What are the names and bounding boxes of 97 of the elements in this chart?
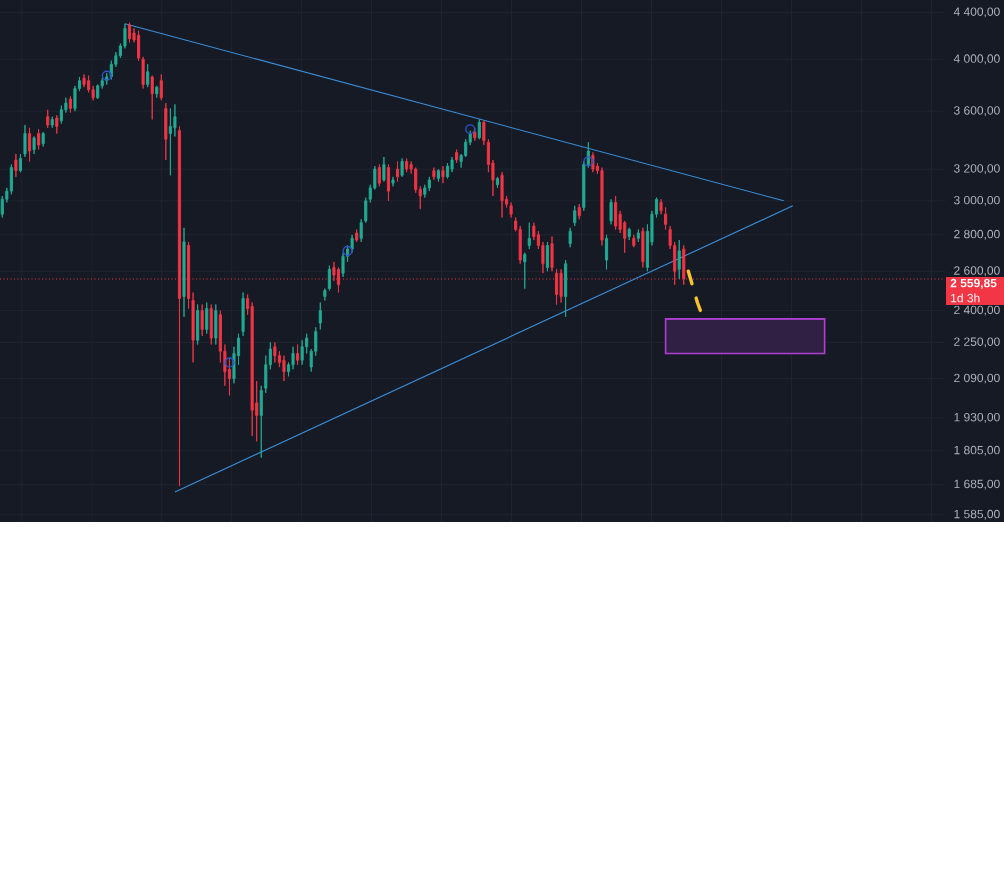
candlestick [495,176,500,189]
candlestick [155,85,159,99]
candlestick [550,236,554,272]
candlestick [391,176,395,187]
candlestick [509,202,513,218]
candlestick [296,344,300,366]
point [342,245,353,256]
candlestick [323,288,327,301]
candlestick [364,197,368,224]
candlestick [50,116,54,129]
y-tick-label: 3 000,00 [953,195,1000,206]
y-tick-label: 4 000,00 [953,54,1000,65]
candlestick [468,130,472,146]
candlestick [259,385,263,459]
candlestick [191,292,195,363]
y-tick-label: 2 400,00 [954,305,1000,316]
candlestick [141,56,145,89]
candlestick [164,102,168,161]
candlestick [282,355,286,382]
text: 1d 3h [951,293,980,303]
y-tick-label: 1 585,00 [954,509,1000,520]
candlestick [41,131,45,147]
candlestick [436,168,440,182]
y-tick-label: 4 400,00 [953,7,1000,18]
candlestick [586,141,590,169]
candlestick [209,304,213,346]
candlestick [377,164,381,187]
candlestick [636,229,640,243]
y-tick-label: 1 805,00 [954,445,1000,456]
candlestick [614,195,618,230]
candlestick [241,292,245,337]
candlestick [664,207,668,230]
candlestick [196,304,200,346]
candlestick [150,75,154,120]
ref-line-label: 2 559,85 [950,278,997,290]
candlestick [159,73,163,101]
candlestick [577,203,581,220]
candlestick [545,241,550,272]
y-tick-label: 2 250,00 [954,337,1000,348]
y-tick-label: 2 090,00 [954,373,1000,384]
candlestick [573,205,577,227]
candlestick [32,135,36,155]
candlestick [214,304,218,346]
candlestick [182,227,186,318]
candlestick [405,158,409,173]
candlestick [609,198,613,225]
y-tick-label: 2 800,00 [954,229,1000,240]
y-tick-label: 1 930,00 [954,412,1000,423]
candlestick [677,239,681,280]
candlestick [527,222,531,250]
candlestick [455,149,459,164]
point [583,156,594,167]
point [465,124,476,135]
candlestick [632,234,636,248]
candlestick [23,124,27,158]
candlestick [46,109,50,129]
candlestick [418,185,422,210]
candlestick [400,158,404,178]
candlestick [500,171,504,218]
candlestick [482,120,486,146]
candlestick [659,198,663,215]
candlestick [523,252,527,290]
candlestick [55,114,59,134]
candlestick [127,22,132,43]
candlestick [187,241,191,310]
candlestick [264,355,268,394]
point [224,357,235,368]
candlestick [396,161,400,182]
candlestick [14,153,18,178]
candlestick [355,229,359,243]
candlestick [477,118,481,140]
candlestick [641,227,645,268]
y-tick-label: 3 200,00 [953,164,1000,175]
candlestick [18,153,22,173]
candlestick [327,265,331,291]
candlestick [568,227,572,248]
candlestick [564,259,568,318]
candlestick [604,234,609,270]
candlestick [627,227,631,241]
point [101,70,112,81]
candlestick [382,156,386,182]
y-tick-label: 3 600,00 [953,106,1000,117]
candlestick [359,218,363,243]
candlestick [386,164,390,202]
candlestick [68,95,72,113]
y-tick-label: 1 685,00 [954,479,1000,490]
candlestick [268,341,272,370]
y-tick-label: 2 600,00 [954,266,1000,277]
candlestick [205,302,209,335]
candlestick [200,304,204,337]
candlestick [441,165,445,184]
candlestick [37,128,41,150]
candlestick [432,167,436,181]
candlestick [318,302,322,330]
candlestick [582,161,586,212]
candlestick [28,127,32,162]
candlestick [146,63,150,88]
